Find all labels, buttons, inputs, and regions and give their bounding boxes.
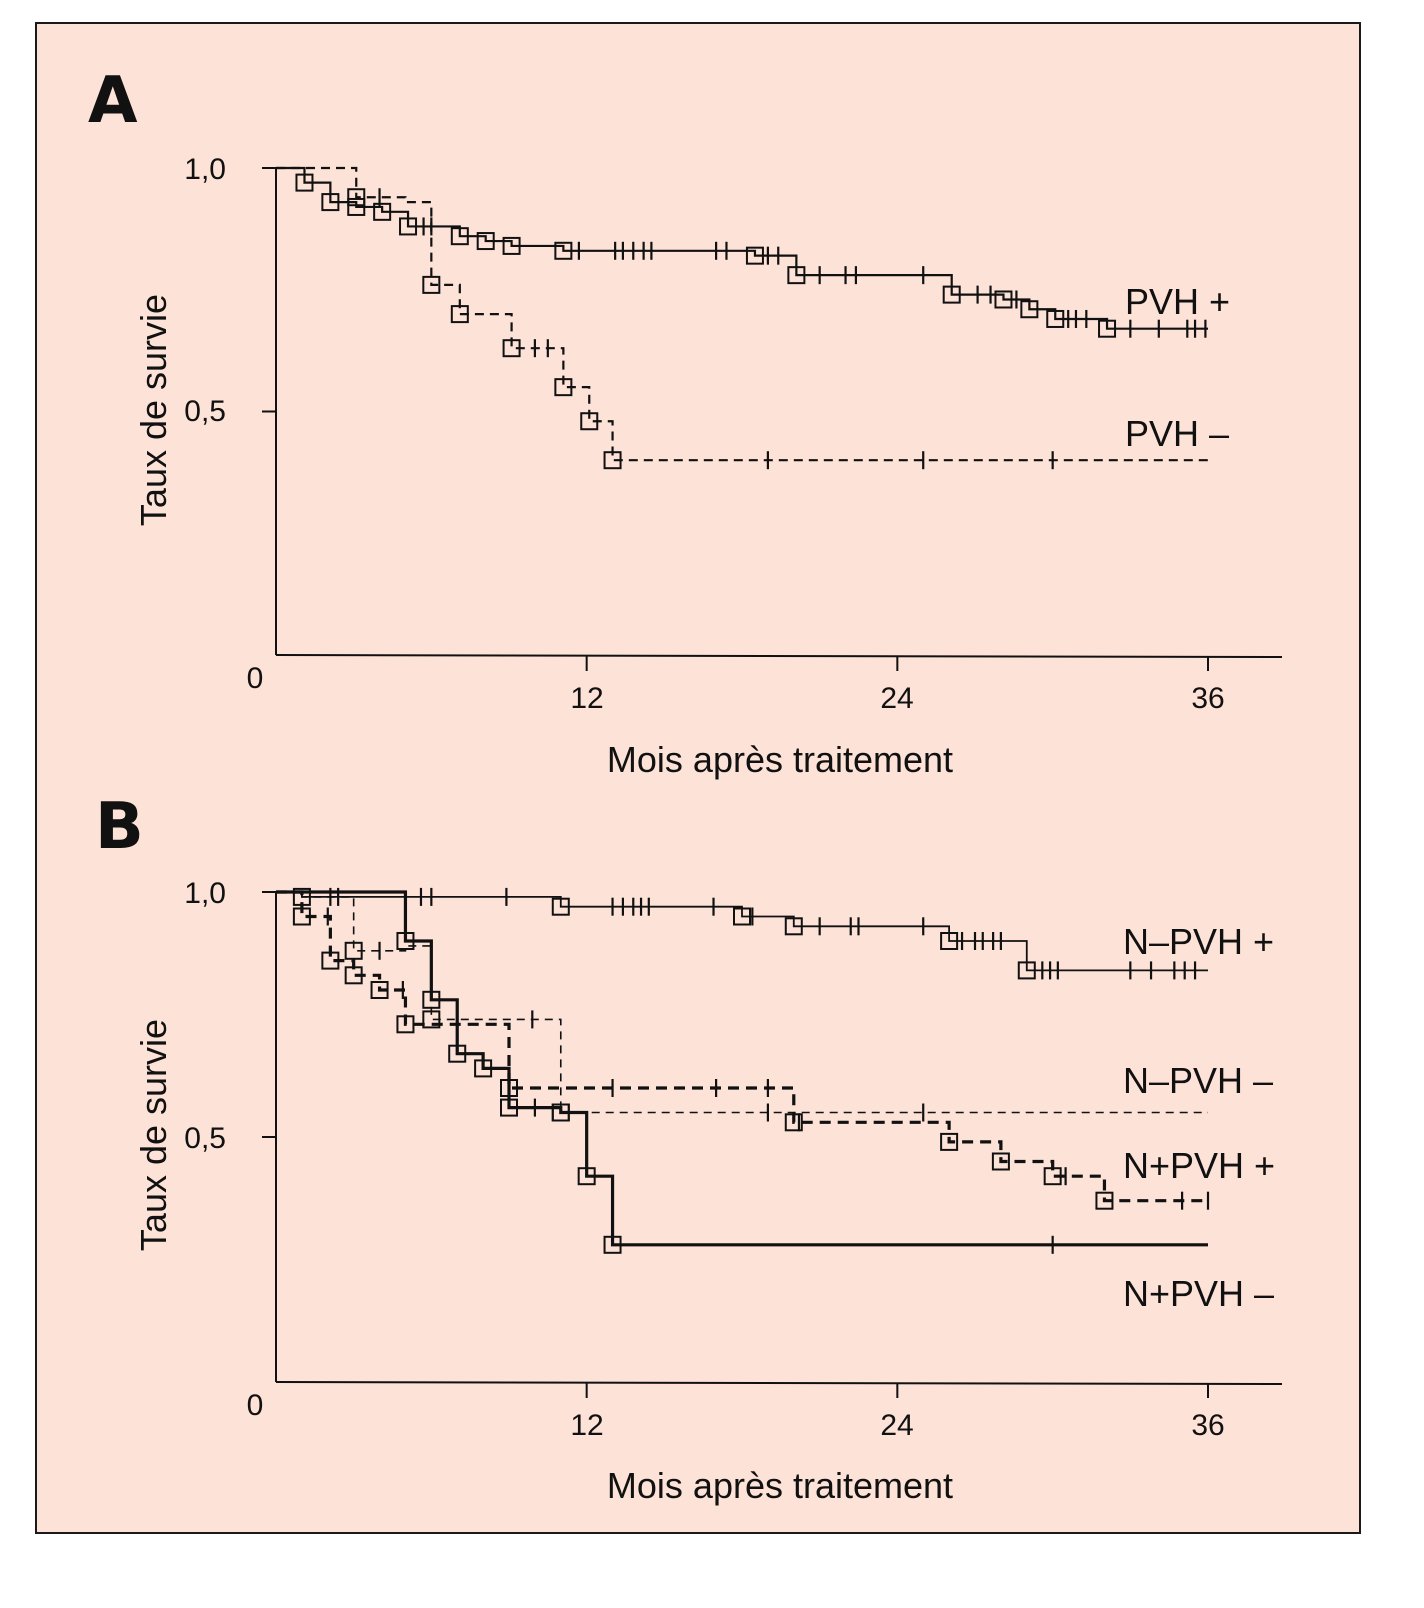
panel-b-label-n-minus-pvh-plus: N–PVH +	[1123, 921, 1274, 962]
panel-a-event-marker	[476, 232, 495, 251]
panel-a-x-axis	[275, 654, 1283, 658]
panel-b-ytick-1: 1,0	[184, 877, 226, 910]
panel-b-label-n-plus-pvh-minus: N+PVH –	[1123, 1273, 1274, 1314]
panel-a-ytick-1: 1,0	[184, 153, 226, 186]
panel-a-origin-label: 0	[247, 662, 264, 695]
panel-a-xtick-24: 24	[880, 682, 913, 715]
panel-b-event-marker	[940, 932, 959, 950]
panel-a-event-marker	[321, 193, 340, 212]
panel-b: B 1,0 0,5 0 12 24 36 Mois après traiteme…	[95, 790, 1283, 1506]
panel-a-event-marker	[347, 197, 366, 216]
panel-b-series-n-pvh-1	[276, 891, 1208, 1114]
panel-b-event-marker	[551, 1103, 570, 1122]
panel-b-label-n-minus-pvh-minus: N–PVH –	[1123, 1060, 1273, 1101]
panel-a-event-marker	[347, 188, 366, 207]
panel-a-xtick-12: 12	[570, 682, 603, 715]
panel-a-event-marker	[994, 290, 1013, 309]
panel-a-event-marker	[603, 451, 622, 470]
figure-frame	[35, 22, 1361, 1534]
panel-b-series-n-pvh-0	[276, 891, 1208, 972]
panel-a: A 1,0 0,5 0 12 24 36 Mois après traiteme…	[88, 64, 1283, 780]
panel-a-label: A	[88, 64, 138, 138]
panel-a-series-pvh-0	[276, 166, 1208, 330]
panel-b-ytick-05: 0,5	[184, 1122, 226, 1155]
panel-a-event-marker	[373, 202, 392, 221]
panel-a-event-marker	[1020, 300, 1039, 319]
panel-b-xlabel: Mois après traitement	[607, 1465, 953, 1506]
panel-b-x-axis	[275, 1381, 1283, 1385]
panel-a-label-pvh-minus: PVH –	[1125, 413, 1229, 454]
panel-b-event-marker	[1017, 961, 1036, 980]
panel-b-event-marker	[396, 1015, 415, 1034]
panel-b-event-marker	[422, 990, 441, 1009]
panel-b-event-marker	[448, 1044, 467, 1063]
panel-b-ylabel: Taux de survie	[133, 1019, 174, 1251]
panel-b-axes	[262, 891, 1283, 1398]
panel-b-event-marker	[577, 1167, 596, 1186]
panel-b-series-n-pvh-2	[276, 890, 1208, 1203]
panel-a-label-pvh-plus: PVH +	[1125, 281, 1230, 322]
panel-a-event-marker	[422, 275, 441, 294]
panel-b-event-marker	[1043, 1167, 1062, 1186]
panel-b-event-marker	[396, 932, 415, 950]
panel-b-event-marker	[603, 1235, 622, 1254]
panel-b-origin-label: 0	[247, 1389, 264, 1422]
panel-a-event-marker	[502, 339, 521, 358]
panel-a-xlabel: Mois après traitement	[607, 739, 953, 780]
panel-b-xtick-12: 12	[570, 1409, 603, 1442]
panel-a-event-marker	[450, 305, 469, 324]
panel-b-event-marker	[784, 917, 803, 936]
panel-a-event-marker	[399, 217, 418, 236]
panel-a-event-marker	[502, 236, 521, 255]
panel-b-event-marker	[370, 981, 389, 999]
panel-a-event-marker	[580, 412, 599, 431]
panel-a-event-marker	[1046, 309, 1065, 328]
panel-b-event-marker	[422, 1010, 441, 1029]
panel-b-event-marker	[1095, 1191, 1114, 1210]
panel-a-event-marker	[295, 173, 314, 192]
panel-a-ylabel: Taux de survie	[133, 294, 174, 526]
panel-a-event-marker	[554, 241, 573, 260]
panel-a-event-marker	[787, 266, 806, 285]
panel-b-xtick-24: 24	[880, 1409, 913, 1442]
panel-a-event-marker	[554, 378, 573, 397]
panel-b-label-n-plus-pvh-plus: N+PVH +	[1123, 1145, 1275, 1186]
panel-b-event-marker	[344, 941, 363, 960]
panel-b-series-n-pvh-3	[276, 890, 1208, 1247]
panel-a-event-marker	[942, 285, 961, 304]
panel-b-event-marker	[344, 966, 363, 985]
panel-b-event-marker	[474, 1059, 493, 1078]
panel-b-event-marker	[784, 1113, 803, 1132]
panel-a-event-marker	[1098, 319, 1117, 338]
panel-b-xtick-36: 36	[1191, 1409, 1224, 1442]
panel-a-plot	[276, 166, 1208, 470]
panel-a-ytick-05: 0,5	[184, 395, 226, 428]
panel-a-xtick-36: 36	[1191, 682, 1224, 715]
panel-a-event-marker	[745, 246, 764, 265]
panel-b-event-marker	[733, 907, 751, 926]
panel-b-event-marker	[321, 951, 340, 970]
panel-a-event-marker	[450, 227, 469, 246]
panel-b-event-marker	[500, 1098, 518, 1117]
panel-b-event-marker	[551, 897, 570, 916]
panel-b-event-marker	[991, 1152, 1010, 1171]
panel-a-axes	[262, 167, 1283, 671]
panel-b-plot	[276, 887, 1210, 1254]
panel-b-label: B	[95, 790, 144, 864]
panel-b-event-marker	[940, 1132, 959, 1151]
panel-a-series-pvh-1	[276, 166, 1208, 462]
panel-b-event-marker	[292, 907, 311, 926]
